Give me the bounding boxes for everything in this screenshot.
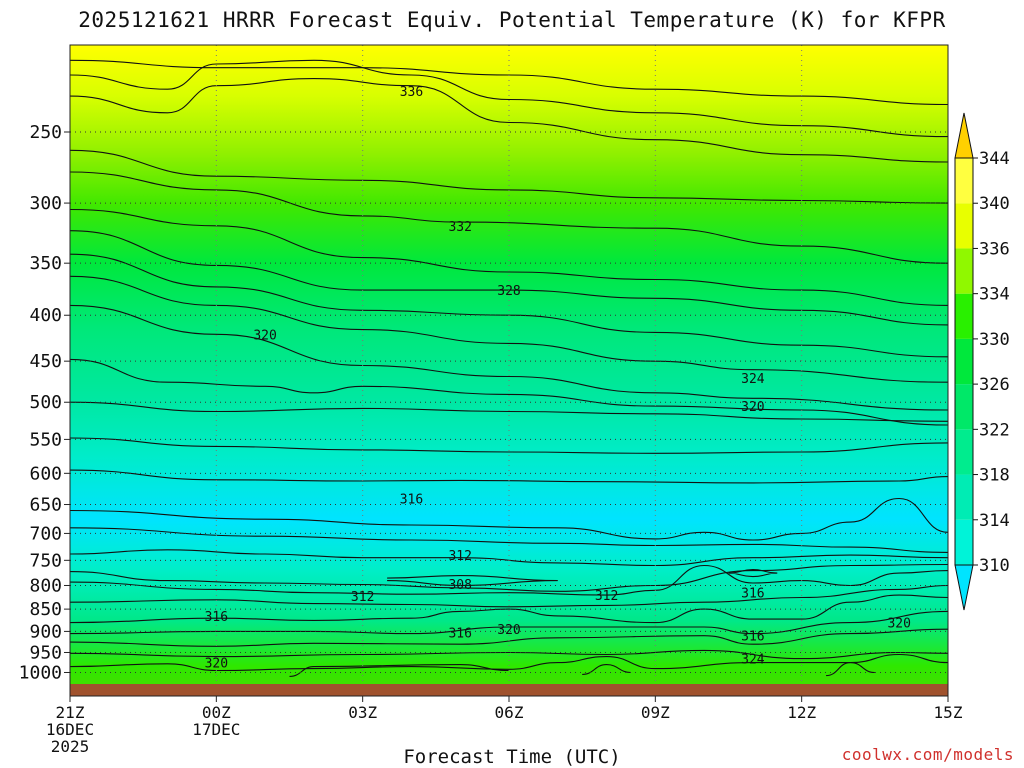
contour-label: 312 — [595, 589, 618, 604]
contour-line-12 — [70, 437, 948, 454]
x-tick-label: 16DEC — [46, 720, 94, 739]
colorbar-label: 330 — [979, 330, 1010, 350]
contour-line-29 — [387, 575, 558, 587]
y-tick-label: 950 — [29, 642, 62, 663]
x-tick-label: 12Z — [787, 703, 816, 722]
colorbar-segment — [955, 293, 973, 339]
y-tick-label: 800 — [29, 575, 62, 596]
x-tick-label: 03Z — [348, 703, 377, 722]
colorbar-segment — [955, 474, 973, 520]
contour-line-4 — [70, 171, 948, 264]
colorbar-segment — [955, 248, 973, 294]
ground — [70, 684, 948, 696]
colorbar-segment — [955, 158, 973, 204]
contour-line-10 — [70, 358, 948, 426]
contour-label: 316 — [741, 587, 764, 602]
contour-label: 316 — [741, 630, 764, 645]
y-tick-label: 550 — [29, 429, 62, 450]
colorbar-segment — [955, 338, 973, 385]
contour-label: 336 — [400, 85, 423, 100]
contour-line-15 — [70, 527, 948, 553]
contour-label: 320 — [497, 623, 520, 638]
y-axis: 2503003504004505005506006507007508008509… — [19, 122, 70, 683]
contour-line-28 — [728, 569, 778, 578]
x-tick-label: 2025 — [51, 737, 90, 756]
y-tick-label: 600 — [29, 463, 62, 484]
y-tick-label: 350 — [29, 253, 62, 274]
contour-label: 320 — [253, 328, 276, 343]
contour-label: 324 — [741, 653, 765, 668]
y-tick-label: 1000 — [19, 662, 62, 683]
contour-label: 328 — [497, 284, 520, 299]
credit-text: coolwx.com/models — [841, 745, 1014, 764]
y-tick-label: 450 — [29, 351, 62, 372]
colorbar-label: 326 — [979, 375, 1010, 395]
x-tick-label: 09Z — [641, 703, 670, 722]
colorbar-extend-low — [954, 564, 974, 611]
colorbar-label: 336 — [979, 239, 1010, 259]
y-tick-label: 300 — [29, 193, 62, 214]
colorbar: 310 314 318 322 326 330 334 336 340 344 — [954, 112, 1010, 611]
contour-line-22 — [70, 628, 948, 647]
contour-label: 320 — [205, 657, 228, 672]
contour-label: 332 — [448, 220, 471, 235]
x-tick-label: 21Z — [56, 703, 85, 722]
contour-line-17 — [70, 563, 948, 592]
contour-line-11 — [70, 401, 948, 422]
y-tick-label: 650 — [29, 495, 62, 516]
contour-label: 312 — [351, 590, 374, 605]
contour-label: 324 — [741, 372, 765, 387]
y-tick-label: 900 — [29, 621, 62, 642]
contour-line-9 — [70, 304, 948, 411]
colorbar-segment — [955, 519, 973, 565]
chart-title: 2025121621 HRRR Forecast Equiv. Potentia… — [78, 8, 946, 32]
contour-label: 320 — [887, 617, 910, 632]
colorbar-label: 344 — [979, 149, 1010, 169]
contour-label: 316 — [400, 492, 423, 507]
x-tick-label: 06Z — [495, 703, 524, 722]
colorbar-label: 334 — [979, 285, 1010, 305]
contour-line-25 — [289, 664, 510, 677]
x-axis-label: Forecast Time (UTC) — [403, 746, 621, 768]
contour-labels: 336 332 328 324 320 320 316 312 308 312 312 316 316 3… — [205, 85, 911, 672]
colorbar-label: 314 — [979, 511, 1010, 531]
colorbar-label: 340 — [979, 194, 1010, 214]
y-tick-label: 500 — [29, 392, 62, 413]
contour-line-16 — [70, 549, 948, 567]
contour-line-20 — [70, 594, 948, 624]
colorbar-border — [954, 157, 974, 566]
colorbar-segment — [955, 384, 973, 430]
y-tick-label: 750 — [29, 550, 62, 571]
y-tick-label: 700 — [29, 523, 62, 544]
y-tick-label: 250 — [29, 122, 62, 143]
x-tick-label: 17DEC — [192, 720, 240, 739]
x-tick-label: 15Z — [934, 703, 963, 722]
contour-label: 316 — [448, 626, 471, 641]
colorbar-label: 322 — [979, 420, 1010, 440]
contour-label: 316 — [205, 610, 228, 625]
colorbar-label: 310 — [979, 556, 1010, 576]
contour-line-27 — [826, 662, 875, 677]
colorbar-label: 318 — [979, 466, 1010, 486]
contour-label: 308 — [448, 578, 471, 593]
x-tick-label: 00Z — [202, 703, 231, 722]
contour-line-2 — [70, 78, 948, 163]
contour-label: 320 — [741, 400, 764, 415]
y-tick-label: 850 — [29, 599, 62, 620]
colorbar-segment — [955, 429, 973, 475]
contour-line-18 — [70, 564, 948, 596]
colorbar-extend-high — [954, 112, 974, 159]
contour-line-14 — [70, 497, 948, 541]
contour-line-21 — [70, 610, 948, 635]
contour-label: 312 — [448, 549, 471, 564]
contour-line-23 — [70, 649, 948, 660]
contour-line-1 — [70, 59, 948, 138]
contour-line-19 — [70, 584, 948, 608]
contour-line-13 — [70, 469, 948, 484]
colorbar-segment — [955, 203, 973, 249]
y-tick-label: 400 — [29, 305, 62, 326]
